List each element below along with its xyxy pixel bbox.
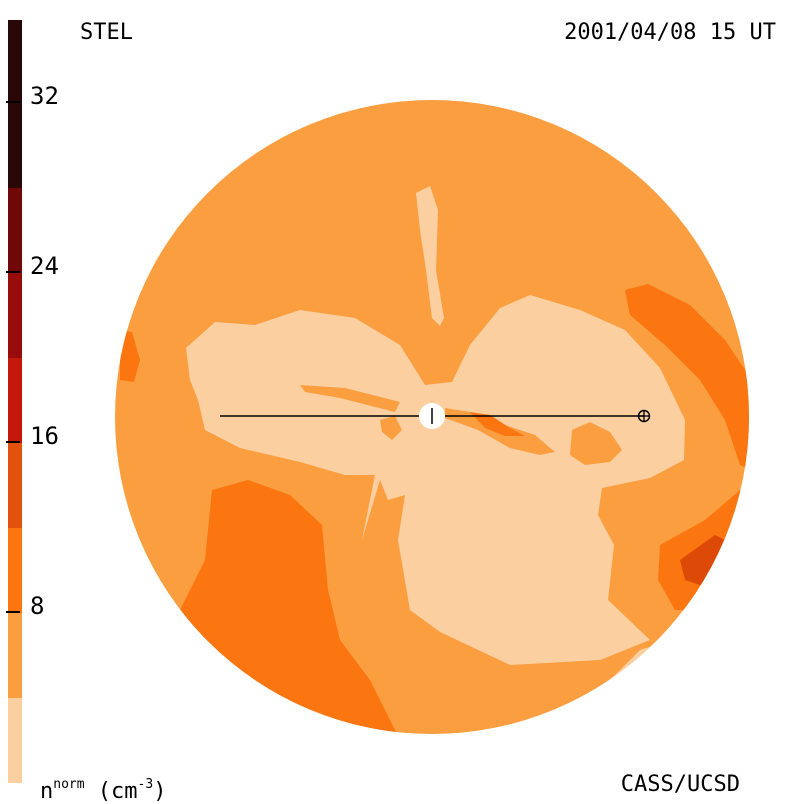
timestamp-label: 2001/04/08 15 UT	[564, 20, 776, 45]
colorbar-label-16: 16	[30, 422, 59, 450]
units-label: nnorm (cm-3)	[40, 774, 166, 803]
colorbar-tick-24	[6, 271, 20, 273]
colorbar-segment-1	[8, 698, 22, 783]
colorbar-segment-4	[8, 443, 22, 528]
island-right-spike-core	[470, 412, 525, 436]
colorbar-segment-6	[8, 273, 22, 358]
units-exponent: -3	[137, 777, 154, 792]
earth-symbol	[637, 409, 651, 423]
units-superscript: norm	[53, 777, 85, 792]
colorbar-segment-2	[8, 613, 22, 698]
spacecraft-label: STEL	[80, 20, 133, 45]
colorbar-segment-5	[8, 358, 22, 443]
region-north-streamer	[416, 186, 444, 326]
region-right-arc	[625, 284, 749, 470]
colorbar-segment-7	[8, 188, 22, 273]
colorbar-label-32: 32	[30, 82, 59, 110]
region-left-edge	[120, 330, 140, 382]
units-close: )	[153, 779, 167, 804]
colorbar-tick-32	[6, 101, 20, 103]
colorbar-tick-8	[6, 611, 20, 613]
colorbar-label-24: 24	[30, 252, 59, 280]
units-base: n	[40, 779, 54, 804]
island-right-blob	[570, 422, 622, 465]
island-left-mid	[380, 416, 402, 440]
units-open: (cm	[84, 779, 138, 804]
island-left-sliver	[300, 385, 400, 412]
colorbar-tick-16	[6, 441, 20, 443]
colorbar-segment-8	[8, 20, 22, 188]
colorbar-segment-3	[8, 528, 22, 613]
credit-label: CASS/UCSD	[620, 772, 740, 797]
colorbar-label-8: 8	[30, 592, 45, 620]
